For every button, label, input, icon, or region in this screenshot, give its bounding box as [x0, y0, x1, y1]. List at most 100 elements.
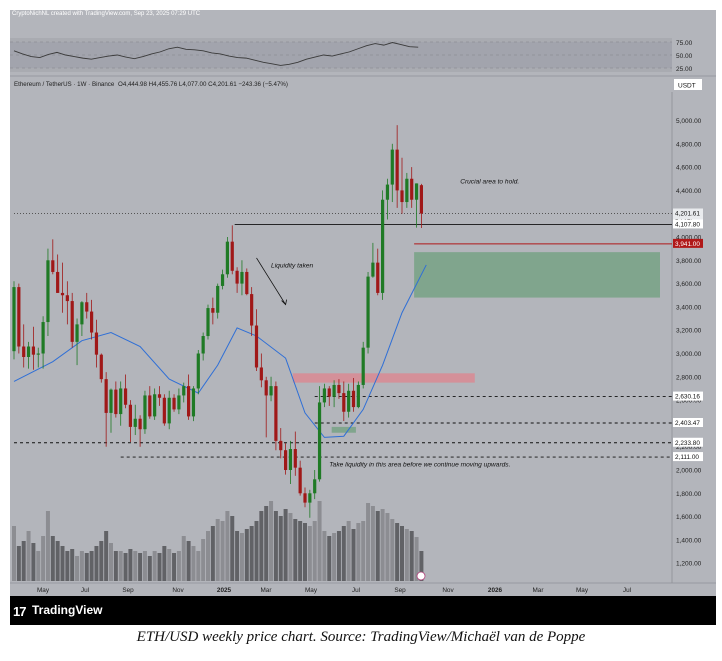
candle-body	[31, 346, 35, 355]
tradingview-footer: 17 TradingView	[10, 596, 716, 625]
candle-body	[342, 393, 346, 412]
tradingview-logo-text[interactable]: TradingView	[32, 603, 103, 617]
volume-bar	[172, 553, 177, 581]
volume-bar	[303, 523, 307, 581]
candle-body	[123, 388, 128, 405]
price-tick-label: 4,000.00	[676, 235, 702, 242]
volume-bar	[273, 511, 278, 581]
chart-annotation: Liquidity taken	[271, 262, 313, 269]
candle-body	[94, 332, 99, 355]
price-tick-label: 3,600.00	[676, 281, 702, 288]
candle-body	[410, 178, 414, 200]
volume-bar	[332, 533, 337, 581]
volume-bar	[244, 529, 249, 581]
candle-body	[337, 384, 341, 394]
price-tick-label: 5,000.00	[676, 118, 702, 125]
candle-body	[153, 394, 157, 417]
volume-bar	[341, 526, 346, 581]
time-tick-label: Jul	[352, 587, 360, 594]
candle-body	[114, 389, 118, 415]
candle-body	[80, 302, 84, 325]
candle-body	[177, 395, 181, 410]
volume-bar	[181, 536, 186, 581]
annotation-arrowhead	[281, 299, 287, 306]
volume-bar	[99, 541, 104, 581]
price-tick-label: 2,800.00	[676, 374, 702, 381]
candle-body	[172, 397, 176, 410]
volume-bar	[206, 531, 210, 581]
candle-body	[327, 388, 331, 397]
candle-body	[395, 149, 399, 191]
volume-bar	[201, 539, 206, 581]
volume-bar	[70, 549, 75, 581]
time-tick-label: 2026	[488, 587, 503, 594]
candle-body	[376, 262, 380, 293]
volume-bar	[36, 551, 41, 581]
time-tick-label: Sep	[394, 587, 406, 594]
candle-body	[191, 388, 196, 417]
time-tick-label: Jul	[81, 587, 89, 594]
candle-body	[36, 353, 40, 355]
price-tick-label: 3,800.00	[676, 258, 702, 265]
candle-body	[99, 354, 103, 380]
volume-bar	[414, 537, 419, 581]
volume-bar	[351, 529, 356, 581]
candle-body	[182, 386, 186, 396]
volume-bar	[138, 553, 143, 581]
volume-bar	[370, 506, 375, 581]
volume-bar	[191, 546, 196, 581]
candle-body	[313, 479, 317, 494]
volume-bar	[79, 551, 84, 581]
candle-body	[138, 418, 142, 430]
volume-bar	[104, 531, 109, 581]
price-tick-label: 1,800.00	[676, 491, 702, 498]
volume-bar	[196, 551, 201, 581]
price-label-box	[673, 452, 703, 462]
candle-body	[104, 379, 108, 413]
ohlc-readout: O4,444.98 H4,455.76 L4,077.00 C4,201.61 …	[118, 81, 288, 88]
candle-body	[400, 190, 404, 203]
candle-body	[225, 241, 229, 275]
candle-body	[274, 386, 278, 441]
tradingview-logo-icon: 17	[13, 604, 27, 619]
volume-bar	[94, 546, 99, 581]
volume-bar	[220, 521, 225, 581]
candle-body	[187, 386, 191, 417]
candle-body	[381, 199, 385, 293]
volume-bar	[307, 526, 312, 581]
price-tick-label: 1,400.00	[676, 537, 702, 544]
candle-body	[303, 493, 307, 503]
price-label-box	[673, 391, 703, 401]
time-tick-label: Mar	[260, 587, 272, 594]
volume-bar	[225, 511, 230, 581]
candle-body	[56, 271, 60, 293]
chart-credit: CryptoNichNL created with TradingView.co…	[12, 11, 201, 17]
rsi-tick-label: 75.00	[676, 40, 693, 47]
chart-annotation: Take liquidity in this area before we co…	[329, 462, 510, 469]
volume-bar	[113, 551, 118, 581]
volume-bar	[288, 513, 293, 581]
time-tick-label: Mar	[532, 587, 544, 594]
candle-body	[51, 260, 55, 272]
price-tick-label: 2,000.00	[676, 468, 702, 475]
chart-annotation: Crucial area to hold.	[460, 178, 519, 185]
volume-bar	[235, 531, 240, 581]
price-tick-label: 4,600.00	[676, 165, 702, 172]
candle-body	[90, 311, 94, 333]
volume-bar	[230, 516, 235, 581]
candle-body	[167, 397, 171, 424]
candle-body	[298, 467, 302, 494]
price-tick-label: 1,200.00	[676, 561, 702, 568]
candle-body	[264, 380, 268, 396]
price-tick-label: 3,400.00	[676, 304, 702, 311]
candle-body	[288, 449, 293, 470]
volume-bar	[133, 551, 138, 581]
candle-body	[216, 285, 220, 313]
figure-caption: ETH/USD weekly price chart. Source: Trad…	[136, 629, 586, 645]
candle-body	[157, 394, 162, 398]
volume-bar	[50, 536, 55, 581]
candle-body	[196, 353, 200, 389]
price-label: 2,111.00	[675, 454, 699, 461]
volume-bar	[419, 551, 424, 581]
volume-bar	[89, 551, 94, 581]
